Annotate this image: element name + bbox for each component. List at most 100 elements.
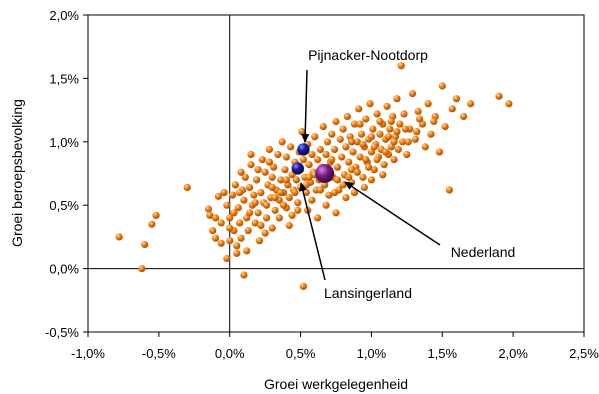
municipality-point (281, 166, 289, 174)
axes: -1,0% -0,5% 0,0% 0,5% 1,0% 1,5% 2,0% 2,5% 2,0% 1,… (45, 8, 599, 361)
municipality-point (253, 176, 261, 184)
municipality-point (376, 130, 384, 138)
municipality-point (336, 135, 344, 143)
municipality-point (305, 161, 313, 169)
municipality-point (357, 130, 366, 138)
municipality-point (448, 105, 456, 113)
municipality-point (226, 224, 234, 232)
municipality-point (424, 100, 432, 108)
municipality-point (237, 168, 245, 176)
municipality-point (292, 176, 300, 184)
municipality-point (325, 191, 333, 199)
municipality-point (345, 158, 353, 166)
municipality-point (220, 188, 228, 197)
municipality-point (373, 110, 381, 118)
municipality-point (330, 145, 339, 154)
municipality-point (495, 92, 503, 100)
municipality-point (247, 150, 255, 159)
municipality-point (294, 206, 302, 214)
municipality-point (383, 102, 391, 110)
municipality-point (322, 201, 330, 209)
municipality-point (206, 211, 214, 219)
municipality-point (294, 199, 302, 207)
municipality-point (393, 128, 401, 136)
x-tick-label: 2,0% (498, 346, 528, 361)
municipality-point (141, 240, 149, 249)
municipality-point (316, 145, 325, 154)
municipality-point (394, 145, 402, 154)
municipality-point (330, 188, 339, 197)
municipality-point (313, 214, 322, 222)
municipality-point (467, 100, 475, 108)
municipality-point (236, 219, 244, 227)
nederland-point (315, 164, 335, 183)
municipality-point (400, 110, 408, 118)
annotation-arrow-lansingerland (299, 182, 326, 281)
annotation-label-lansingerland: Lansingerland (324, 285, 412, 301)
municipality-point (274, 150, 282, 159)
municipality-point (308, 150, 316, 159)
municipality-point (370, 143, 378, 151)
municipality-point (399, 138, 407, 146)
municipality-point (308, 196, 316, 204)
municipality-point (226, 237, 234, 245)
annotations: Pijnacker-Nootdorp Lansingerland Nederland (299, 47, 516, 301)
municipality-point (353, 138, 361, 146)
municipality-point (355, 105, 363, 113)
municipality-point (148, 220, 156, 228)
x-tick-label: 1,5% (427, 346, 457, 361)
municipality-point (342, 143, 350, 151)
municipality-point (353, 168, 361, 176)
municipality-point (413, 128, 421, 136)
municipality-point (347, 138, 356, 146)
municipality-point (347, 166, 356, 174)
municipality-point (362, 115, 370, 123)
municipality-point (338, 153, 346, 161)
municipality-point (373, 155, 381, 164)
municipality-point (287, 143, 295, 151)
y-tick-label: -0,5% (45, 325, 79, 340)
municipality-point (380, 161, 388, 169)
municipality-point (390, 155, 398, 164)
municipality-point (393, 95, 401, 103)
municipality-point (209, 226, 217, 235)
y-tick-label: 1,0% (49, 135, 79, 150)
municipality-point (311, 133, 319, 141)
municipality-point (367, 176, 376, 184)
municipality-point (369, 125, 377, 133)
y-axis-title: Groei beroepsbevolking (9, 99, 25, 247)
municipality-point (233, 242, 241, 250)
municipality-point (316, 186, 325, 194)
plot-area (87, 14, 585, 333)
municipality-point (421, 143, 429, 151)
municipality-point (282, 153, 290, 161)
municipality-point (356, 120, 364, 128)
municipality-point (332, 117, 340, 126)
municipality-point (261, 229, 269, 237)
municipality-point (408, 90, 417, 98)
municipality-point (240, 196, 248, 204)
municipality-point (285, 193, 293, 202)
municipality-point (349, 148, 357, 156)
municipality-point (240, 271, 248, 279)
annotation-label-nederland: Nederland (451, 244, 516, 260)
municipality-point (261, 168, 269, 176)
annotation-arrow-pijnacker-nootdorp (301, 69, 310, 143)
municipality-point (360, 183, 368, 192)
municipality-point (367, 133, 376, 141)
municipality-point (404, 138, 412, 146)
municipality-point (245, 183, 254, 192)
municipality-point (243, 247, 251, 255)
municipality-point (321, 181, 329, 189)
annotation-label-pijnacker-nootdorp: Pijnacker-Nootdorp (308, 47, 428, 63)
municipality-point (505, 100, 513, 108)
municipality-point (376, 117, 384, 126)
municipality-point (390, 138, 398, 146)
y-tick-label: 1,5% (49, 71, 79, 86)
municipality-point (299, 155, 308, 164)
municipality-point (298, 128, 306, 136)
municipality-point (416, 115, 424, 123)
municipality-point (217, 219, 225, 227)
municipality-point (278, 138, 286, 146)
x-axis-title: Groei werkgelegenheid (264, 376, 408, 392)
